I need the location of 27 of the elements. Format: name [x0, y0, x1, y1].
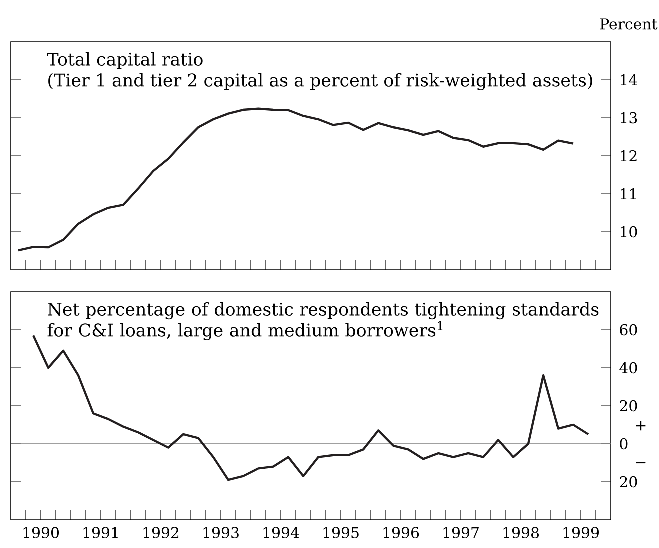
- text: (Tier 1 and tier 2 capital as a percent of risk-weighted assets): [48, 73, 592, 90]
- text: +: [636, 421, 646, 431]
- x-tick-label: 1994: [264, 527, 300, 538]
- x-tick-label: 1995: [324, 527, 359, 538]
- y-tick-label: 60: [620, 324, 638, 336]
- x-tick-label: 1999: [564, 527, 600, 538]
- x-tick-label: 1993: [204, 527, 239, 538]
- y-tick-label: 14: [621, 74, 638, 86]
- x-tick-label: 1997: [444, 527, 479, 538]
- y-tick-label: 20: [620, 476, 638, 488]
- text: Total capital ratio: [47, 52, 203, 70]
- x-tick-label: 1992: [144, 527, 179, 538]
- line-series: [17, 108, 575, 252]
- y-tick-label: 12: [621, 150, 637, 162]
- x-tick-label: 1990: [24, 527, 60, 538]
- y-axis-title: Percent: [600, 18, 658, 30]
- y-tick-label: 0: [620, 438, 628, 450]
- text: Net percentage of domestic respondents tightening standards for C&I loans, large and medium borrowers$^{1}$: [48, 302, 599, 340]
- x-tick-label: 1996: [384, 527, 420, 538]
- text: −: [636, 462, 646, 464]
- y-tick-label: 40: [620, 362, 638, 374]
- y-tick-label: 11: [621, 188, 636, 200]
- x-tick-label: 1998: [504, 527, 540, 538]
- x-tick-label: 1991: [84, 527, 118, 538]
- y-tick-label: 20: [620, 400, 638, 412]
- y-tick-label: 13: [621, 112, 638, 124]
- y-tick-label: 10: [621, 226, 638, 238]
